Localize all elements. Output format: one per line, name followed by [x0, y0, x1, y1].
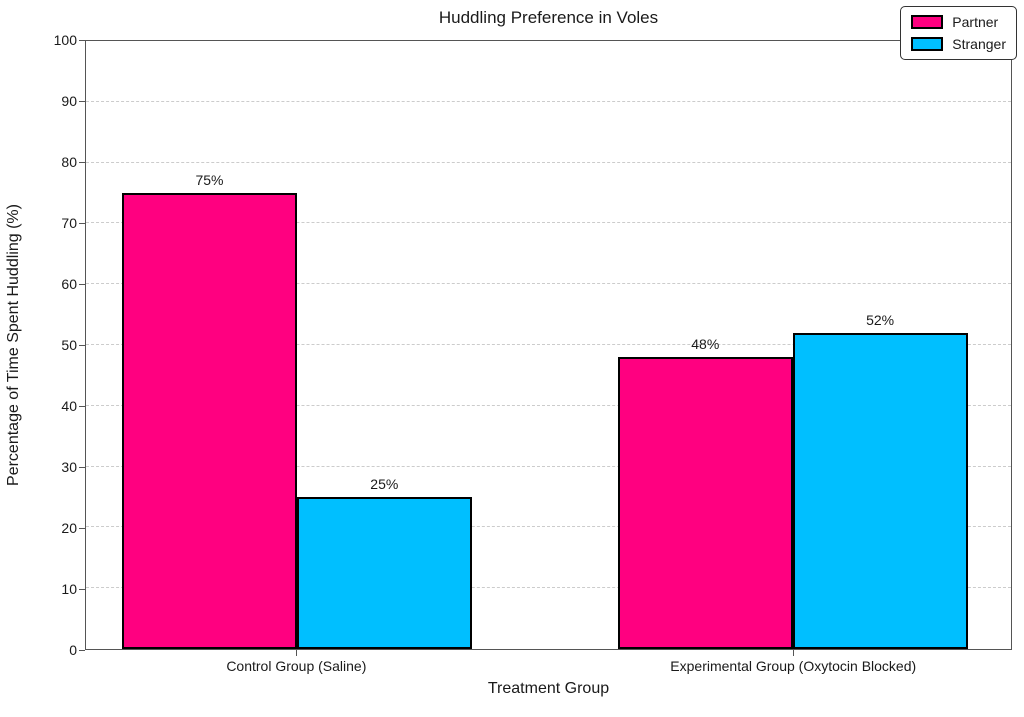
legend-item-stranger: Stranger: [911, 36, 1006, 52]
x-axis-label: Treatment Group: [487, 680, 610, 697]
plot-area: 75% 48% 25% 52%: [85, 40, 1012, 650]
ytick-label-50: 50: [61, 337, 77, 353]
ytick-mark-20: [79, 528, 85, 529]
legend-item-partner: Partner: [911, 14, 1006, 30]
gridline-50: [86, 344, 1011, 345]
bar-stranger-group1: [296, 497, 472, 649]
legend-label-stranger: Stranger: [952, 36, 1006, 52]
bar-partner-group2: [617, 357, 793, 649]
ytick-label-10: 10: [61, 581, 77, 597]
y-axis-label: Percentage of Time Spent Huddling (%): [5, 204, 22, 486]
ytick-label-30: 30: [61, 459, 77, 475]
ytick-label-80: 80: [61, 154, 77, 170]
bar-value-label-stranger-group1: 25%: [370, 476, 399, 492]
ytick-mark-30: [79, 467, 85, 468]
ytick-mark-10: [79, 589, 85, 590]
ytick-label-90: 90: [61, 93, 77, 109]
gridline-20: [86, 526, 1011, 528]
ytick-mark-60: [79, 284, 85, 285]
stranger-color-swatch: [911, 37, 944, 51]
ytick-mark-90: [79, 101, 85, 102]
xtick-label-group2: Experimental Group (Oxytocin Blocked): [670, 658, 917, 674]
gridline-60: [86, 283, 1011, 285]
gridline-40: [86, 404, 1011, 406]
xtick-mark-group1: [296, 650, 298, 656]
ytick-label-40: 40: [61, 398, 77, 414]
bar-stranger-group2: [792, 332, 968, 649]
legend: Partner Stranger: [900, 6, 1017, 60]
partner-color-swatch: [911, 15, 944, 29]
ytick-label-100: 100: [53, 32, 77, 48]
gridline-70: [86, 222, 1011, 224]
xtick-mark-group2: [793, 650, 795, 656]
ytick-label-20: 20: [61, 520, 77, 536]
bar-partner-group1: [122, 193, 297, 649]
legend-label-partner: Partner: [952, 14, 999, 30]
gridline-80: [86, 161, 1011, 163]
ytick-label-70: 70: [61, 215, 77, 231]
gridline-10: [86, 587, 1011, 589]
chart-title: Huddling Preference in Voles: [438, 8, 659, 27]
bar-value-label-stranger-group2: 52%: [866, 311, 895, 328]
gridline-30: [86, 465, 1011, 467]
ytick-mark-0: [79, 650, 85, 651]
xtick-label-group1: Control Group (Saline): [226, 658, 367, 674]
ytick-mark-100: [79, 40, 85, 41]
bar-value-label-partner-group1: 75%: [195, 172, 224, 188]
ytick-mark-80: [79, 162, 85, 163]
ytick-mark-50: [79, 345, 85, 346]
ytick-label-60: 60: [61, 276, 77, 292]
bar-value-label-partner-group2: 48%: [691, 336, 720, 353]
ytick-mark-40: [79, 406, 85, 407]
ytick-mark-70: [79, 223, 85, 224]
ytick-label-0: 0: [69, 642, 77, 658]
gridline-90: [86, 100, 1011, 102]
